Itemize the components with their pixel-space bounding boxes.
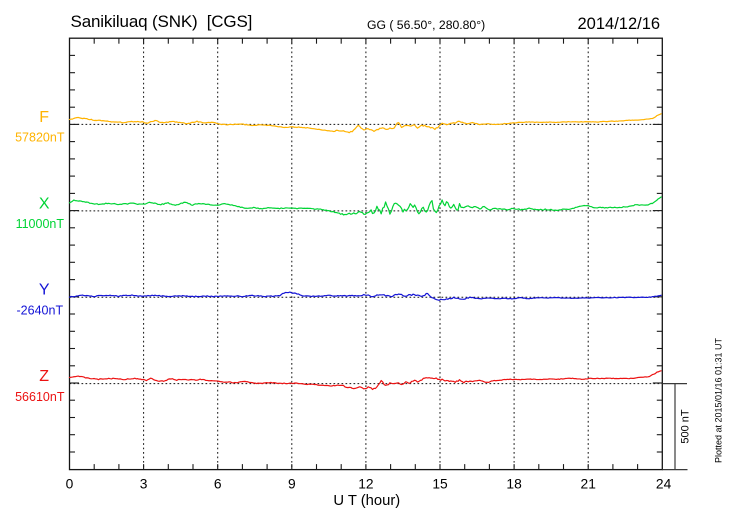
svg-text:Z: Z [39, 368, 49, 385]
svg-text:15: 15 [432, 477, 448, 492]
svg-text:18: 18 [506, 477, 522, 492]
svg-text:500 nT: 500 nT [680, 409, 692, 444]
svg-text:X: X [39, 195, 50, 212]
svg-text:U T (hour): U T (hour) [333, 493, 400, 509]
svg-text:24: 24 [656, 477, 672, 492]
svg-text:-2640nT: -2640nT [17, 304, 64, 318]
svg-text:21: 21 [581, 477, 596, 492]
svg-text:2014/12/16: 2014/12/16 [578, 15, 661, 33]
svg-text:0: 0 [66, 477, 74, 492]
svg-text:F: F [39, 109, 49, 126]
svg-text:Plotted at 2015/01/16 01:31 UT: Plotted at 2015/01/16 01:31 UT [714, 337, 724, 463]
svg-text:57820nT: 57820nT [15, 131, 65, 145]
svg-text:GG ( 56.50°, 280.80°): GG ( 56.50°, 280.80°) [367, 18, 485, 32]
svg-text:9: 9 [288, 477, 296, 492]
svg-text:6: 6 [214, 477, 222, 492]
svg-text:Sanikiluaq (SNK) [CGS]: Sanikiluaq (SNK) [CGS] [71, 12, 253, 31]
svg-text:11000nT: 11000nT [16, 217, 65, 231]
svg-text:12: 12 [358, 477, 373, 492]
svg-text:Y: Y [39, 282, 50, 299]
svg-text:3: 3 [140, 477, 148, 492]
svg-text:56610nT: 56610nT [15, 390, 65, 404]
